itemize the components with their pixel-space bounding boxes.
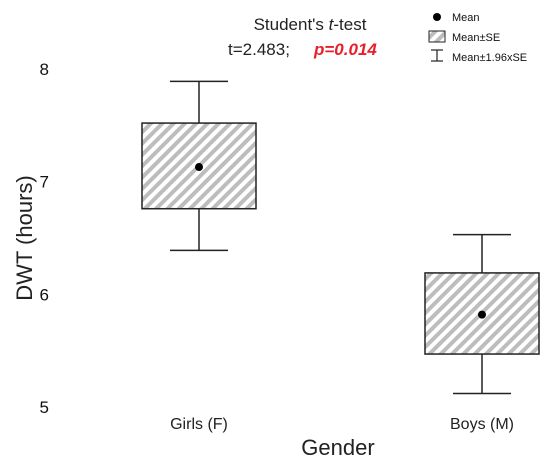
y-tick-label: 8 (40, 60, 49, 79)
x-category-label: Boys (M) (450, 416, 514, 433)
y-axis-title: DWT (hours) (12, 175, 37, 301)
x-category-label: Girls (F) (170, 416, 228, 433)
legend-mean-marker (433, 13, 441, 21)
p-value-text: p=0.014 (313, 40, 377, 59)
x-category-labels: Girls (F) Boys (M) (170, 416, 514, 433)
legend: Mean Mean±SE Mean±1.96xSE (428, 12, 527, 64)
x-axis-title: Gender (301, 435, 374, 460)
p-value: p=0.014 (313, 40, 377, 59)
legend-ci-whisker-icon (431, 49, 443, 62)
title-part-2: t (329, 15, 335, 34)
legend-ci-label: Mean±1.96xSE (452, 52, 527, 64)
legend-mean-label: Mean (452, 12, 480, 24)
y-ticks: 5 6 7 8 (40, 60, 49, 417)
title-part-1: Student's (254, 15, 329, 34)
t-statistic: t=2.483; (228, 40, 290, 59)
chart-title: Student's t-test (254, 15, 367, 34)
y-tick-label: 7 (40, 173, 49, 192)
title-part-3: -test (333, 15, 366, 34)
y-tick-label: 6 (40, 285, 49, 304)
legend-se-swatch (428, 30, 446, 43)
y-tick-label: 5 (40, 398, 49, 417)
mean-marker (195, 163, 203, 172)
plot-area (141, 80, 540, 395)
mean-marker (478, 310, 486, 319)
legend-se-label: Mean±SE (452, 32, 500, 44)
